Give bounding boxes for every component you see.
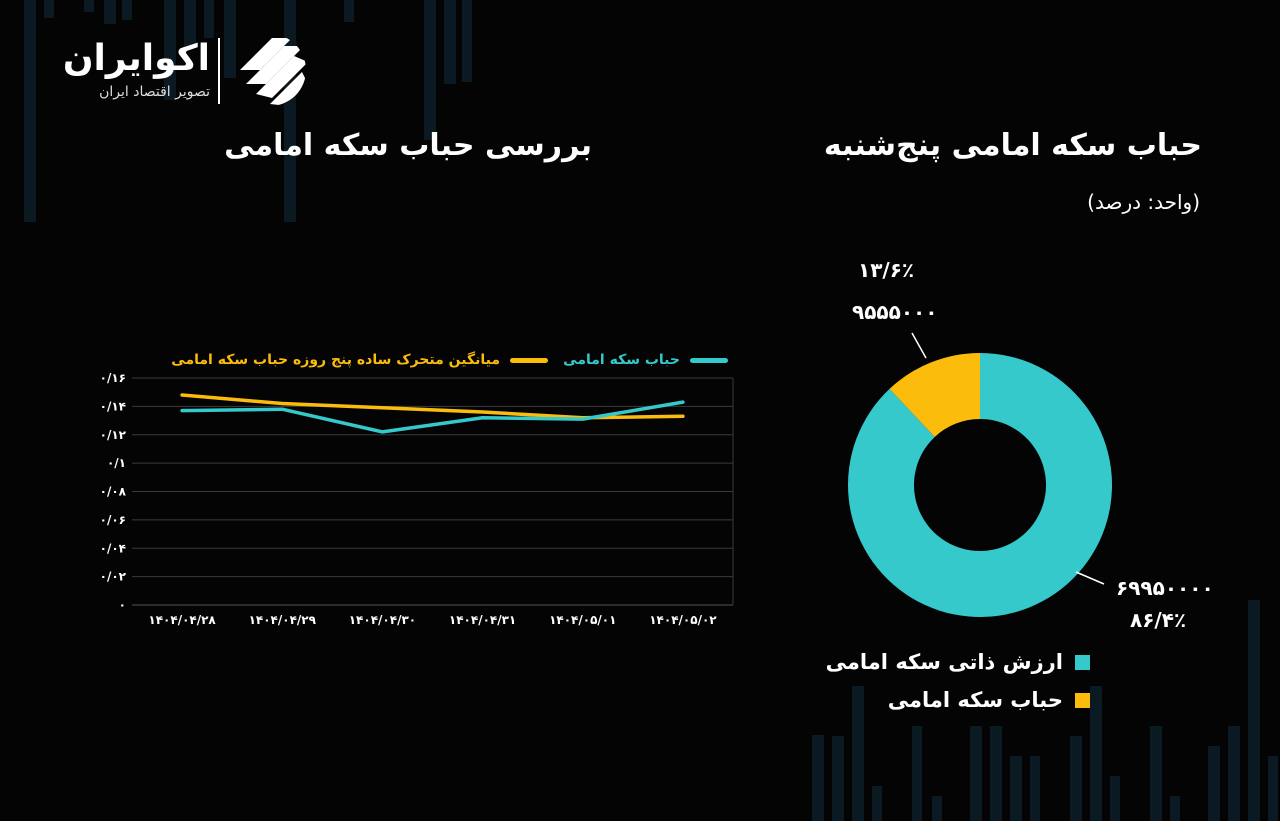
line-chart: ۰ ۰/۰۲ ۰/۰۴ ۰/۰۶ ۰/۰۸ ۰/۱ ۰/۱۲ ۰/۱۴ ۰/۱۶ ۱۴۰۴/۰۴/… (100, 371, 734, 627)
legend-label-moving-average: میانگین متحرک ساده پنج روزه حباب سکه اما… (171, 352, 500, 368)
legend-item-bubble: حباب سکه امامی (563, 352, 728, 368)
x-tick-label: ۱۴۰۴/۰۵/۰۲ (649, 613, 717, 627)
x-tick-label: ۱۴۰۴/۰۴/۳۰ (349, 613, 416, 627)
y-tick-label: ۰/۱۴ (100, 399, 126, 413)
y-tick-label: ۰/۰۲ (100, 570, 127, 584)
ecoiran-logo-icon (240, 38, 306, 106)
pie-legend-item-intrinsic: ارزش ذاتی سکه امامی (826, 650, 1090, 674)
legend-swatch-teal (690, 357, 728, 363)
donut-chart (848, 353, 1112, 617)
bubble-percent-label: ۱۳/۶٪ (858, 258, 915, 282)
y-tick-label: ۰/۰۸ (100, 485, 127, 499)
y-tick-label: ۰/۰۶ (100, 513, 126, 527)
x-tick-label: ۱۴۰۴/۰۵/۰۱ (549, 613, 616, 627)
pie-legend-item-bubble: حباب سکه امامی (888, 688, 1090, 712)
donut-slice-bubble (889, 353, 980, 437)
leader-line-bubble (911, 332, 927, 359)
pie-chart-title: حباب سکه امامی پنج‌شنبه (823, 128, 1202, 163)
logo-name: اکوایران (62, 38, 210, 79)
logo-divider (218, 38, 220, 104)
unit-label: (واحد: درصد) (1087, 190, 1200, 214)
y-tick-label: ۰ (119, 598, 126, 612)
legend-item-moving-average: میانگین متحرک ساده پنج روزه حباب سکه اما… (171, 352, 548, 368)
legend-swatch-yellow (510, 357, 548, 363)
bubble-value-label: ۹۵۵۵۰۰۰ (852, 300, 938, 324)
y-tick-label: ۰/۱۶ (100, 371, 126, 385)
y-tick-label: ۰/۱۲ (100, 428, 127, 442)
y-tick-label: ۰/۰۴ (100, 541, 126, 555)
intrinsic-percent-label: ۸۶/۴٪ (1130, 608, 1187, 632)
leader-line-intrinsic (1075, 571, 1105, 585)
x-tick-label: ۱۴۰۴/۰۴/۲۸ (148, 613, 216, 627)
logo-tagline: تصویر اقتصاد ایران (99, 84, 210, 100)
x-tick-label: ۱۴۰۴/۰۴/۳۱ (449, 613, 516, 627)
legend-label-bubble: حباب سکه امامی (563, 352, 680, 368)
x-tick-label: ۱۴۰۴/۰۴/۲۹ (249, 613, 317, 627)
pie-legend-label-intrinsic: ارزش ذاتی سکه امامی (825, 650, 1063, 674)
brand-logo: اکوایران تصویر اقتصاد ایران (50, 36, 310, 108)
series-line (180, 400, 685, 434)
line-chart-title: بررسی حباب سکه امامی (224, 128, 592, 163)
pie-legend-label-bubble: حباب سکه امامی (887, 688, 1063, 712)
pie-legend-swatch-teal (1075, 654, 1090, 670)
pie-legend-swatch-yellow (1075, 692, 1090, 708)
y-tick-label: ۰/۱ (107, 456, 126, 470)
intrinsic-value-label: ۶۹۹۵۰۰۰۰ (1116, 576, 1214, 600)
donut-slice-intrinsic (848, 353, 1112, 617)
